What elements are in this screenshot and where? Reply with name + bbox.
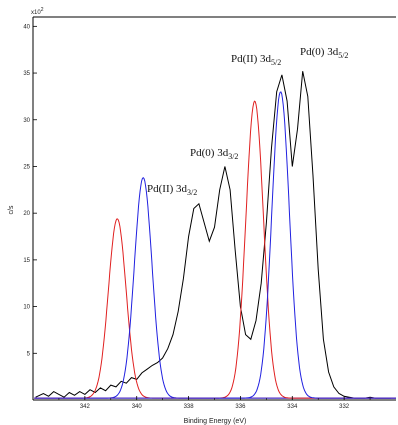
y-tick-label: 10 [23, 305, 30, 311]
annotation-pd2-3d52: Pd(II) 3d5/2 [231, 53, 281, 67]
y-tick-label: 25 [23, 164, 30, 170]
annotation-pd2-3d32: Pd(II) 3d3/2 [147, 183, 197, 197]
y-axis-label: c/s [8, 205, 15, 214]
axes [32, 16, 396, 401]
ticks: 5 10 15 20 25 30 35 40 342 340 338 336 334 332 [23, 24, 371, 410]
y-tick-label: 35 [23, 71, 30, 77]
pd2-3d52-line [34, 100, 396, 399]
y-tick-label: 15 [23, 258, 30, 264]
x-axis-label: Binding Energy (eV) [184, 418, 247, 425]
x-tick-label: 340 [132, 404, 143, 410]
curves [34, 71, 396, 399]
x-tick-label: 338 [184, 404, 195, 410]
y-tick-label: 30 [23, 118, 30, 124]
x-tick-label: 334 [287, 404, 298, 410]
annotation-pd0-3d52: Pd(0) 3d5/2 [300, 46, 348, 60]
y-tick-label: 40 [23, 24, 30, 30]
envelope-line [35, 71, 391, 399]
x-tick-label: 342 [80, 404, 91, 410]
x-tick-label: 332 [339, 404, 350, 410]
pd0-3d52-line [34, 91, 396, 399]
x-tick-label: 336 [235, 404, 246, 410]
pd2-3d32-line [34, 218, 396, 399]
annotation-pd0-3d32: Pd(0) 3d3/2 [190, 147, 238, 161]
pd0-3d32-line [34, 176, 396, 399]
y-tick-label: 5 [27, 351, 31, 357]
y-multiplier-label: x102 [31, 7, 44, 16]
y-tick-label: 20 [23, 211, 30, 217]
